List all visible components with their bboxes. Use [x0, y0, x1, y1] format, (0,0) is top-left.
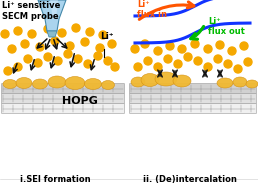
Circle shape [4, 67, 12, 75]
Circle shape [64, 50, 72, 58]
Ellipse shape [233, 77, 247, 87]
Text: ii. (De)intercalation: ii. (De)intercalation [143, 175, 237, 184]
Circle shape [224, 60, 232, 68]
Circle shape [144, 57, 152, 65]
Ellipse shape [48, 76, 66, 88]
Circle shape [154, 47, 162, 55]
Ellipse shape [16, 77, 32, 88]
Ellipse shape [101, 81, 115, 90]
Circle shape [166, 42, 174, 50]
Text: Li⁺
flux out: Li⁺ flux out [208, 17, 245, 36]
Ellipse shape [85, 78, 101, 90]
Circle shape [141, 40, 149, 48]
Circle shape [174, 60, 182, 68]
Circle shape [204, 45, 212, 53]
Circle shape [84, 60, 92, 68]
Circle shape [111, 63, 119, 71]
Text: HOPG: HOPG [62, 96, 98, 106]
FancyBboxPatch shape [130, 104, 256, 114]
Circle shape [14, 27, 22, 35]
Polygon shape [38, 0, 66, 31]
Circle shape [44, 25, 52, 33]
Circle shape [244, 58, 252, 66]
Ellipse shape [217, 78, 233, 88]
Circle shape [164, 55, 172, 63]
Circle shape [1, 30, 9, 38]
Ellipse shape [155, 72, 177, 86]
FancyBboxPatch shape [2, 84, 125, 94]
Circle shape [134, 63, 142, 71]
Circle shape [66, 42, 74, 50]
Circle shape [24, 55, 32, 63]
Text: i.SEI formation: i.SEI formation [20, 175, 90, 184]
Circle shape [94, 52, 102, 60]
Circle shape [154, 63, 162, 71]
Ellipse shape [3, 80, 17, 88]
Circle shape [228, 47, 236, 55]
Circle shape [28, 30, 36, 38]
Circle shape [99, 31, 107, 39]
Circle shape [204, 63, 212, 71]
Ellipse shape [246, 80, 258, 88]
Circle shape [72, 24, 80, 32]
Circle shape [36, 43, 44, 51]
Circle shape [96, 44, 104, 52]
Polygon shape [47, 31, 57, 37]
Circle shape [194, 57, 202, 65]
FancyBboxPatch shape [2, 94, 125, 104]
FancyBboxPatch shape [2, 104, 125, 114]
Text: Li⁺
flux in: Li⁺ flux in [137, 0, 167, 19]
Circle shape [58, 29, 66, 37]
Circle shape [104, 57, 112, 65]
Circle shape [184, 53, 192, 61]
Circle shape [34, 59, 42, 67]
Ellipse shape [131, 77, 145, 87]
Text: Li⁺: Li⁺ [100, 32, 114, 41]
Text: Li⁺ sensitive
SECM probe: Li⁺ sensitive SECM probe [2, 1, 60, 21]
Circle shape [81, 38, 89, 46]
Circle shape [44, 53, 52, 61]
Circle shape [191, 40, 199, 48]
Ellipse shape [141, 74, 159, 87]
Circle shape [14, 63, 22, 71]
Circle shape [214, 55, 222, 63]
Ellipse shape [33, 79, 47, 89]
Circle shape [74, 55, 82, 63]
Circle shape [86, 28, 94, 36]
Ellipse shape [65, 77, 85, 90]
Circle shape [21, 40, 29, 48]
Circle shape [8, 45, 16, 53]
Circle shape [51, 37, 59, 45]
Circle shape [131, 45, 139, 53]
Circle shape [178, 45, 186, 53]
Polygon shape [50, 0, 58, 19]
FancyBboxPatch shape [130, 94, 256, 104]
Circle shape [108, 40, 116, 48]
Circle shape [216, 41, 224, 49]
Circle shape [240, 42, 248, 50]
Ellipse shape [173, 75, 191, 87]
Circle shape [54, 57, 62, 65]
FancyBboxPatch shape [130, 84, 256, 94]
Circle shape [234, 65, 242, 73]
